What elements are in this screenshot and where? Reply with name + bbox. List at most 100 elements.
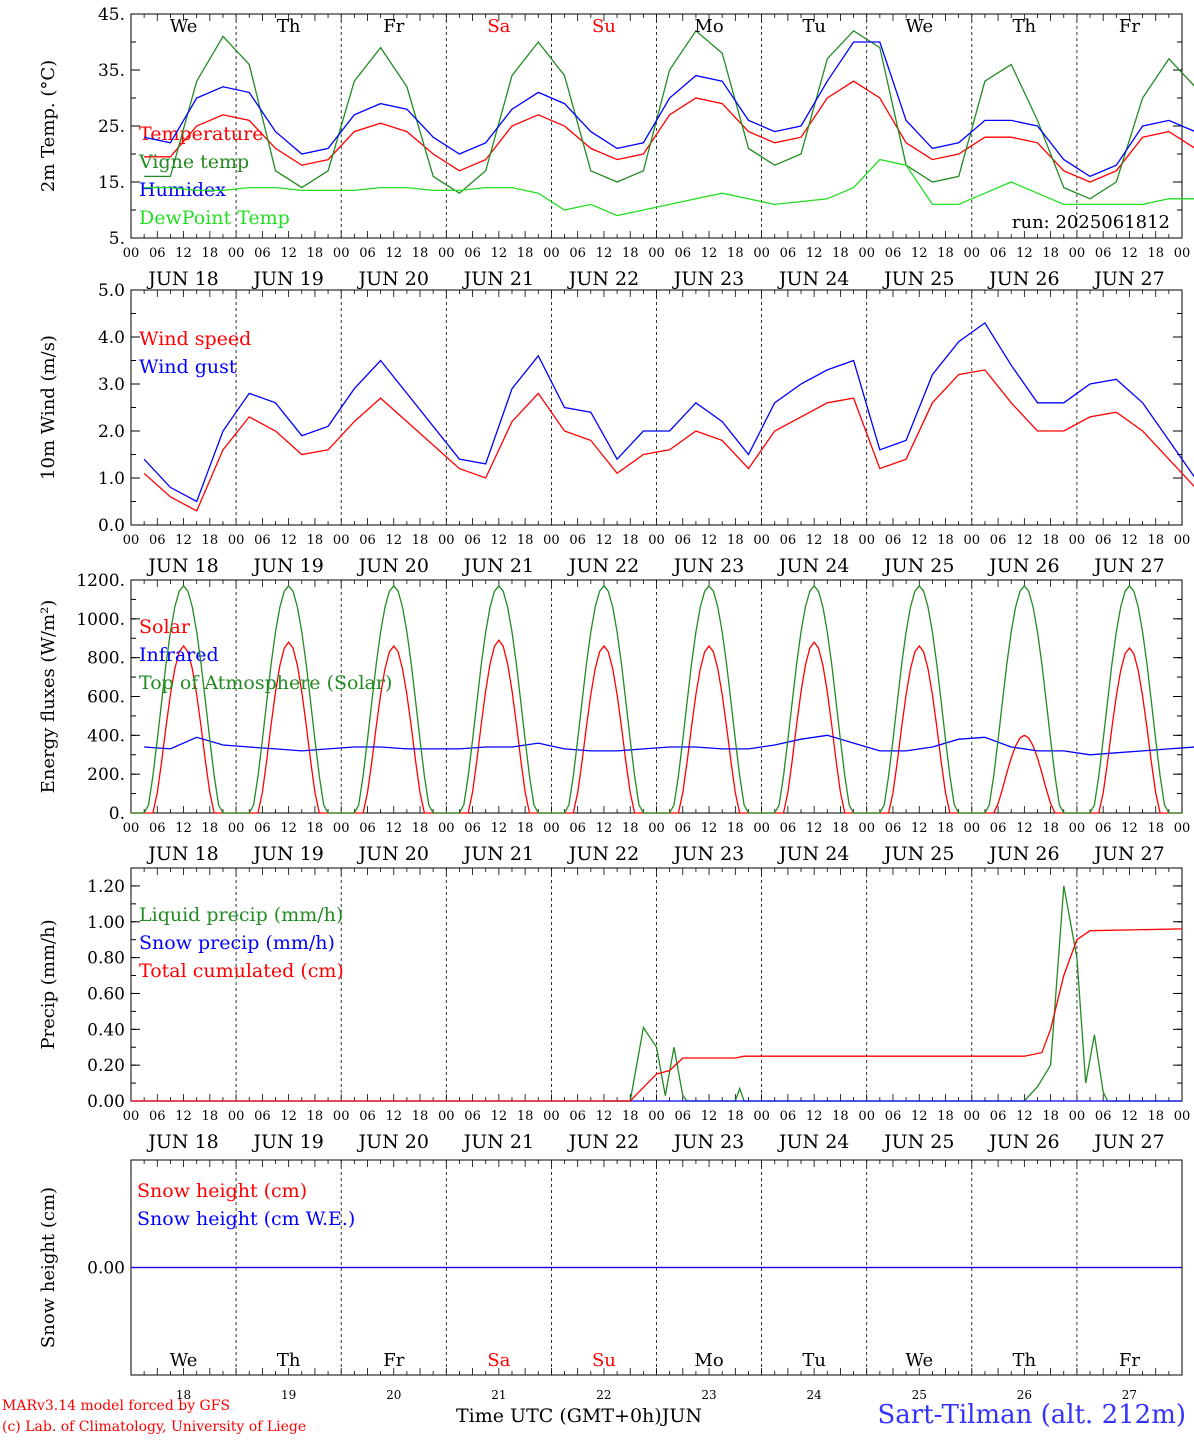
weekday-label: Tu: [802, 16, 826, 37]
day-number-label: 19: [281, 1388, 296, 1402]
series-line-humidex: [143, 41, 1194, 178]
hour-tick-label: 00: [438, 533, 455, 548]
weekday-label: Th: [1013, 16, 1037, 37]
hour-tick-label: 06: [885, 821, 902, 836]
hour-tick-label: 18: [832, 821, 849, 836]
hour-tick-label: 00: [1174, 533, 1191, 548]
hour-tick-label: 18: [622, 821, 639, 836]
hour-tick-label: 18: [727, 246, 744, 261]
hour-tick-label: 18: [622, 533, 639, 548]
weekday-label: Sa: [487, 1350, 510, 1371]
day-label: JUN 24: [777, 1131, 849, 1153]
hour-tick-label: 12: [806, 246, 823, 261]
day-number-label: 25: [912, 1388, 927, 1402]
hour-tick-label: 06: [464, 246, 481, 261]
hour-tick-label: 12: [385, 533, 402, 548]
weekday-label: We: [170, 16, 198, 37]
hour-tick-label: 18: [832, 533, 849, 548]
hour-tick-label: 06: [569, 1109, 586, 1124]
hour-tick-label: 00: [123, 821, 140, 836]
day-number-label: 26: [1017, 1388, 1032, 1402]
day-label: JUN 25: [882, 843, 954, 865]
day-label: JUN 18: [146, 268, 218, 290]
legend-humidex: Humidex: [139, 179, 226, 201]
day-label: JUN 25: [882, 1131, 954, 1153]
hour-tick-label: 00: [1174, 1109, 1191, 1124]
weekday-label: Fr: [383, 16, 404, 37]
series-line-infrared: [144, 734, 1194, 756]
day-label: JUN 20: [357, 1131, 429, 1153]
hour-tick-label: 18: [517, 1109, 534, 1124]
y-tick-label: 0.20: [87, 1056, 125, 1076]
hour-tick-label: 00: [543, 246, 560, 261]
legend-liquid-precip-mm-h-: Liquid precip (mm/h): [139, 904, 343, 926]
y-tick-label: 0.0: [98, 516, 125, 536]
hour-tick-label: 06: [149, 821, 166, 836]
hour-tick-label: 18: [622, 1109, 639, 1124]
hour-tick-label: 00: [123, 1109, 140, 1124]
weekday-label: Mo: [694, 1350, 723, 1371]
hour-tick-label: 06: [675, 533, 692, 548]
day-label: JUN 27: [1092, 843, 1164, 865]
hour-tick-label: 00: [228, 533, 245, 548]
hour-tick-label: 12: [1016, 1109, 1033, 1124]
hour-tick-label: 00: [964, 821, 981, 836]
weekday-label: Su: [592, 16, 616, 37]
hour-tick-label: 06: [990, 821, 1007, 836]
legend-temperature: Temperature: [139, 123, 263, 145]
y-tick-label: 25.: [98, 117, 125, 137]
day-number-label: 22: [596, 1388, 611, 1402]
hour-tick-label: 06: [990, 1109, 1007, 1124]
hour-tick-label: 06: [464, 821, 481, 836]
y-axis-label: Precip (mm/h): [38, 919, 59, 1049]
legend-top-of-atmosphere-solar-: Top of Atmosphere (Solar): [139, 672, 392, 694]
y-tick-label: 1200.: [76, 571, 125, 591]
hour-tick-label: 00: [123, 246, 140, 261]
hour-tick-label: 00: [123, 533, 140, 548]
hour-tick-label: 12: [596, 1109, 613, 1124]
hour-tick-label: 00: [1069, 246, 1086, 261]
hour-tick-label: 12: [280, 821, 297, 836]
hour-tick-label: 00: [964, 1109, 981, 1124]
hour-tick-label: 18: [517, 246, 534, 261]
hour-tick-label: 18: [307, 533, 324, 548]
day-label: JUN 23: [672, 843, 744, 865]
day-label: JUN 23: [672, 268, 744, 290]
hour-tick-label: 06: [675, 821, 692, 836]
day-label: JUN 26: [987, 268, 1059, 290]
hour-tick-label: 00: [438, 821, 455, 836]
hour-tick-label: 00: [333, 1109, 350, 1124]
legend-wind-gust: Wind gust: [139, 356, 237, 378]
hour-tick-label: 06: [1095, 246, 1112, 261]
day-label: JUN 20: [357, 268, 429, 290]
hour-tick-label: 12: [701, 246, 718, 261]
hour-tick-label: 06: [1095, 821, 1112, 836]
hour-tick-label: 06: [990, 533, 1007, 548]
hour-tick-label: 00: [964, 533, 981, 548]
day-label: JUN 18: [146, 843, 218, 865]
hour-tick-label: 06: [569, 821, 586, 836]
weekday-label: Th: [1013, 1350, 1037, 1371]
hour-tick-label: 18: [202, 533, 219, 548]
legend-infrared: Infrared: [139, 644, 219, 666]
hour-tick-label: 12: [1016, 821, 1033, 836]
series-line-liquid-precip-mm-h-: [604, 885, 1182, 1102]
hour-tick-label: 06: [149, 1109, 166, 1124]
day-label: JUN 23: [672, 1131, 744, 1153]
hour-tick-label: 12: [175, 821, 192, 836]
day-label: JUN 22: [567, 268, 639, 290]
hour-tick-label: 12: [280, 1109, 297, 1124]
hour-tick-label: 18: [1042, 246, 1059, 261]
day-number-label: 21: [491, 1388, 506, 1402]
hour-tick-label: 12: [175, 246, 192, 261]
weekday-label: We: [905, 1350, 933, 1371]
hour-tick-label: 12: [806, 821, 823, 836]
day-label: JUN 24: [777, 268, 849, 290]
day-label: JUN 19: [251, 1131, 323, 1153]
hour-tick-label: 18: [412, 246, 429, 261]
y-tick-label: 1.20: [87, 877, 125, 897]
hour-tick-label: 12: [596, 821, 613, 836]
hour-tick-label: 12: [491, 821, 508, 836]
hour-tick-label: 06: [990, 246, 1007, 261]
series-line-wind-gust: [143, 321, 1194, 503]
